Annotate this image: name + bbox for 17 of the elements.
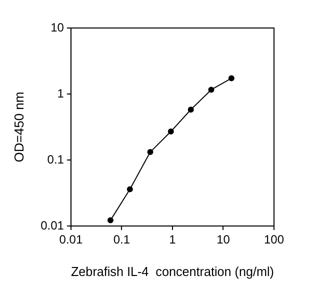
x-axis-title: Zebrafish IL-4 concentration (ng/ml)	[70, 264, 274, 279]
y-tick-label: 0.1	[47, 152, 64, 166]
y-axis-title: OD=450 nm	[11, 92, 26, 162]
y-tick-label: 10	[50, 20, 64, 34]
y-tick-label: 1	[57, 86, 64, 100]
point	[168, 128, 174, 135]
x-tick-label: 10	[216, 232, 230, 247]
point	[208, 86, 214, 93]
x-tick-label: 100	[264, 232, 284, 247]
point	[147, 149, 154, 156]
y-tick-label: 0.01	[40, 218, 64, 232]
point	[188, 106, 194, 113]
point	[126, 186, 133, 192]
x-tick-label: 0.1	[113, 232, 130, 247]
x-tick-label: 1	[169, 232, 176, 247]
point	[107, 217, 114, 224]
point	[228, 75, 234, 82]
